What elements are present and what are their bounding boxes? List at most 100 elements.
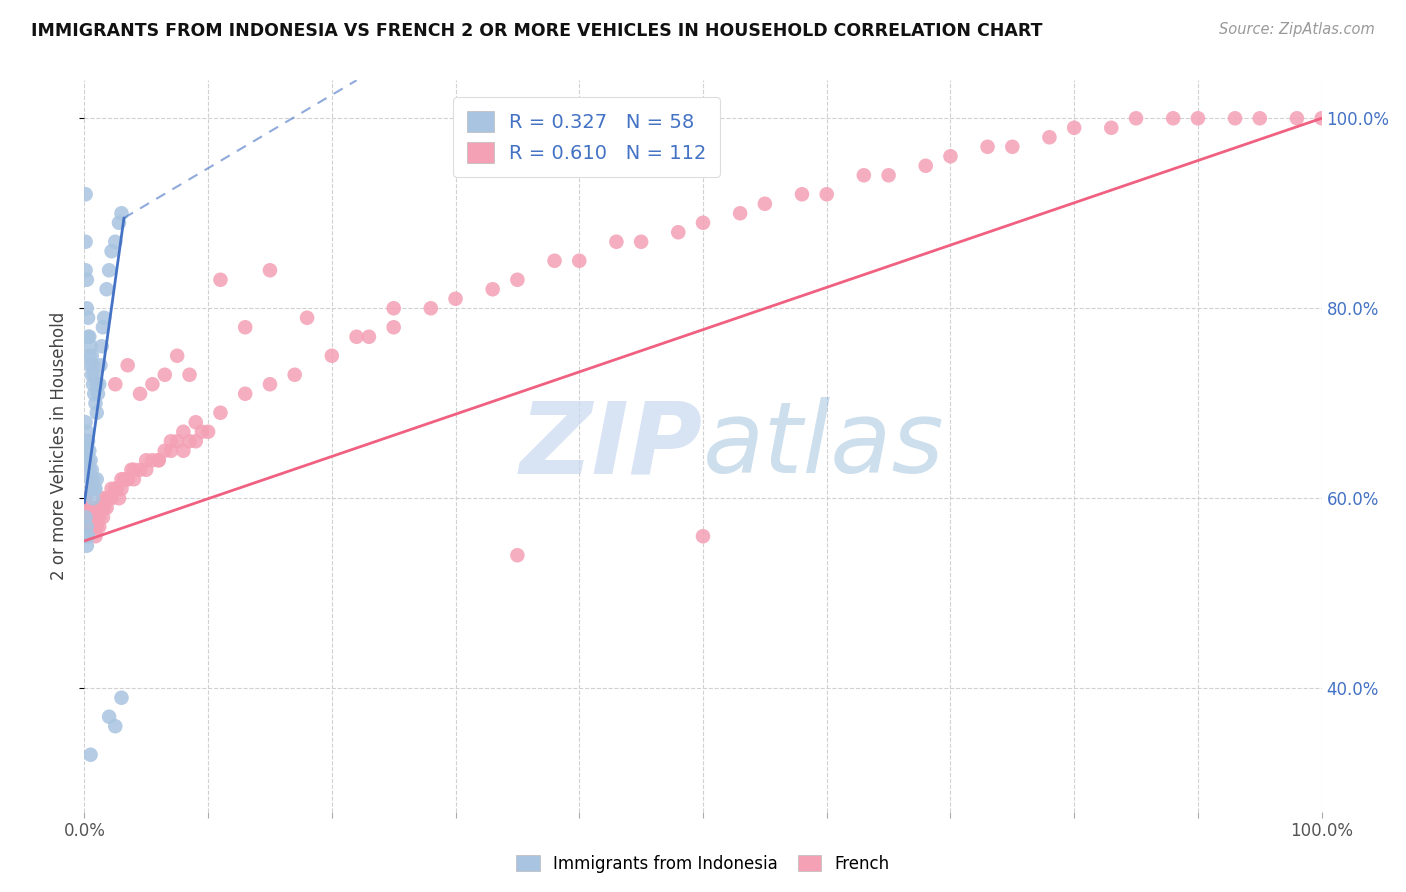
Point (1285, 112, 1308, 126)
Point (79, 453, 101, 467)
Point (75, 510, 97, 524)
Point (77, 453, 100, 467)
Point (666, 225, 689, 239)
Point (120, 463, 142, 477)
Point (82, 358, 104, 372)
Point (89, 510, 111, 524)
Point (90, 500, 112, 515)
Point (877, 168, 900, 182)
Point (82, 510, 104, 524)
Point (76, 425, 98, 439)
Point (96, 491, 118, 506)
Point (79, 520, 101, 534)
Point (191, 425, 214, 439)
Point (83, 520, 105, 534)
Point (91, 320, 114, 334)
Point (76, 500, 98, 515)
Point (568, 253, 591, 268)
Point (105, 482, 128, 496)
Point (692, 216, 714, 230)
Point (75, 415, 97, 429)
Point (153, 368, 176, 382)
Point (96, 500, 118, 515)
Point (209, 273, 232, 287)
Point (79, 463, 101, 477)
Point (419, 301, 441, 316)
Point (76, 273, 98, 287)
Point (122, 472, 145, 486)
Point (179, 434, 201, 449)
Point (1223, 112, 1246, 126)
Point (89, 377, 111, 392)
Point (87, 386, 110, 401)
Point (77, 310, 100, 325)
Point (79, 339, 101, 353)
Point (75, 235, 97, 249)
Point (1161, 112, 1184, 126)
Point (96, 282, 118, 296)
Y-axis label: 2 or more Vehicles in Household: 2 or more Vehicles in Household (51, 312, 69, 580)
Point (76, 443, 98, 458)
Point (79, 358, 101, 372)
Point (1187, 112, 1209, 126)
Point (79, 500, 101, 515)
Point (321, 349, 343, 363)
Point (75, 529, 97, 543)
Point (129, 386, 152, 401)
Point (728, 206, 751, 220)
Point (84, 520, 107, 534)
Point (148, 453, 170, 467)
Point (89, 358, 111, 372)
Point (184, 434, 207, 449)
Point (110, 472, 132, 486)
Point (129, 463, 152, 477)
Point (90, 339, 112, 353)
Point (914, 159, 936, 173)
Point (233, 320, 256, 334)
Point (80, 482, 103, 496)
Text: atlas: atlas (703, 398, 945, 494)
Point (1038, 130, 1060, 145)
Point (184, 415, 207, 429)
Point (91, 491, 114, 506)
Point (98, 263, 121, 277)
Point (166, 434, 188, 449)
Point (160, 434, 183, 449)
Point (357, 330, 380, 344)
Point (80, 520, 103, 534)
Point (1310, 112, 1333, 126)
Point (75, 491, 97, 506)
Point (1249, 112, 1271, 126)
Point (93, 310, 115, 325)
Text: ZIP: ZIP (520, 398, 703, 494)
Point (82, 491, 104, 506)
Point (939, 149, 962, 163)
Point (89, 500, 111, 515)
Point (77, 330, 100, 344)
Point (79, 747, 101, 762)
Point (117, 472, 139, 486)
Point (82, 472, 104, 486)
Text: IMMIGRANTS FROM INDONESIA VS FRENCH 2 OR MORE VEHICLES IN HOUSEHOLD CORRELATION : IMMIGRANTS FROM INDONESIA VS FRENCH 2 OR… (31, 22, 1042, 40)
Point (160, 443, 183, 458)
Point (75, 263, 97, 277)
Point (172, 443, 194, 458)
Point (295, 310, 318, 325)
Point (79, 510, 101, 524)
Point (76, 520, 98, 534)
Point (86, 377, 108, 392)
Point (1063, 120, 1085, 135)
Point (382, 301, 405, 316)
Point (75, 187, 97, 202)
Point (77, 529, 100, 543)
Point (976, 140, 998, 154)
Point (100, 491, 122, 506)
Point (104, 377, 127, 392)
Point (815, 187, 838, 202)
Point (117, 472, 139, 486)
Point (86, 510, 108, 524)
Point (76, 301, 98, 316)
Point (91, 510, 114, 524)
Point (110, 482, 132, 496)
Point (141, 377, 163, 392)
